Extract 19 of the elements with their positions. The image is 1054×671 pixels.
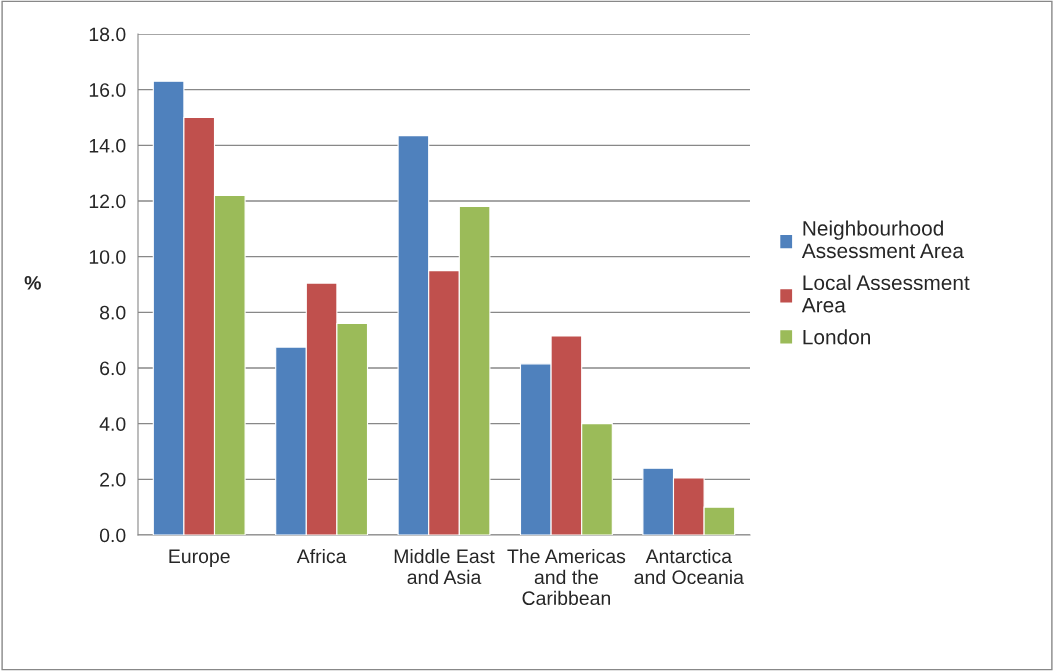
- y-tick-label: 8.0: [100, 305, 126, 320]
- y-tick-label: 14.0: [89, 138, 126, 153]
- x-tick-label: The Americas and the Caribbean: [507, 548, 626, 606]
- y-tick-label: 2.0: [100, 472, 126, 487]
- y-tick-label: 16.0: [89, 83, 126, 97]
- legend-label: Local Assessment Area: [801, 274, 970, 313]
- y-tick-label: 12.0: [89, 194, 126, 209]
- y-tick-label: 4.0: [99, 417, 126, 431]
- x-tick-label: Europe: [169, 549, 230, 568]
- x-tick-label: Middle East and Asia: [394, 548, 495, 585]
- legend-label: London: [803, 329, 870, 345]
- y-tick-label: 0.0: [99, 528, 126, 543]
- y-tick-label: 10.0: [89, 250, 126, 264]
- y-tick-label: 18.0: [89, 27, 126, 42]
- x-tick-label: Africa: [296, 548, 347, 564]
- x-tick-label: Antarctica and Oceania: [634, 548, 744, 585]
- y-axis-title: %: [24, 276, 41, 290]
- y-tick-label: 6.0: [100, 361, 126, 376]
- legend-label: Neighbourhood Assessment Area: [801, 220, 964, 259]
